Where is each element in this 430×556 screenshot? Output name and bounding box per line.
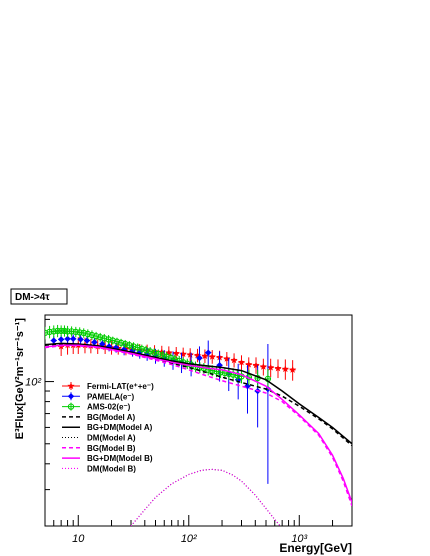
data-point [72, 328, 79, 336]
data-point [205, 366, 212, 373]
data-point [46, 328, 53, 336]
legend-label: PAMELA(e⁻) [87, 392, 135, 401]
data-point [281, 365, 289, 373]
series-line [45, 342, 352, 445]
series-DM(Model B) [130, 468, 281, 526]
data-point [117, 339, 125, 346]
data-point [64, 335, 71, 343]
series-AMS-02(e⁻) [45, 324, 272, 391]
legend-item: AMS-02(e⁻) [62, 402, 131, 412]
data-point [109, 337, 116, 344]
data-point [267, 363, 275, 371]
legend-label: DM(Model B) [87, 464, 136, 473]
data-point [91, 339, 98, 346]
data-point [67, 403, 75, 410]
data-point [205, 349, 212, 356]
data-point [138, 345, 145, 353]
axis-tick-labels: 10 10² 10³ 10² [25, 377, 307, 545]
data-point [179, 350, 187, 358]
data-point [172, 349, 180, 357]
data-point [223, 354, 231, 362]
data-point [230, 356, 238, 364]
legend: Fermi-LAT(e⁺+e⁻)PAMELA(e⁻)AMS-02(e⁻)BG(M… [62, 382, 154, 473]
axis-ticks [44, 318, 353, 527]
legend-label: DM(Model A) [87, 434, 136, 443]
data-point [67, 382, 75, 390]
data-point [113, 338, 121, 345]
data-point [158, 348, 166, 356]
y-tick-label: 10² [25, 377, 41, 389]
legend-item: BG+DM(Model B) [62, 454, 153, 463]
chart-title: DM->4τ [15, 292, 50, 303]
data-point [208, 352, 216, 360]
x-axis-label: Energy[GeV] [279, 541, 352, 555]
legend-item: BG(Model B) [62, 444, 136, 453]
data-point [134, 344, 141, 351]
legend-label: BG+DM(Model A) [87, 423, 153, 432]
data-point [259, 362, 267, 370]
chart-title-box: DM->4τ [10, 288, 68, 305]
data-point [196, 354, 203, 362]
x-tick-label: 10 [72, 533, 85, 545]
data-point [245, 360, 253, 368]
legend-item: PAMELA(e⁻) [62, 392, 135, 401]
data-point [159, 352, 166, 359]
legend-label: BG(Model A) [87, 413, 135, 422]
series-line [45, 344, 352, 503]
x-tick-label: 10² [181, 533, 197, 545]
legend-item: DM(Model A) [62, 434, 136, 443]
legend-label: BG(Model B) [87, 444, 136, 453]
data-point [76, 329, 83, 336]
series-BG+DM(Model B) [45, 344, 352, 503]
series-layer [45, 324, 352, 526]
data-point [97, 334, 104, 341]
data-point [50, 337, 57, 344]
data-point [105, 336, 112, 343]
data-point [193, 351, 202, 359]
data-point [68, 328, 75, 335]
series-line [130, 468, 281, 526]
data-point [151, 349, 158, 356]
data-point [57, 336, 65, 343]
data-point [70, 335, 77, 343]
data-point [122, 340, 129, 348]
legend-item: BG(Model A) [62, 413, 135, 422]
data-point [274, 364, 282, 372]
legend-item: BG+DM(Model A) [62, 423, 153, 432]
data-point [186, 350, 194, 358]
data-point [252, 361, 260, 369]
data-point [84, 330, 91, 338]
legend-label: Fermi-LAT(e⁺+e⁻) [87, 382, 154, 391]
data-point [201, 352, 209, 360]
data-point [237, 358, 246, 366]
data-point [88, 331, 96, 339]
legend-item: Fermi-LAT(e⁺+e⁻) [62, 382, 154, 391]
data-point [107, 343, 116, 351]
data-point [146, 348, 154, 355]
data-point [126, 342, 133, 349]
data-point [50, 328, 57, 335]
legend-label: AMS-02(e⁻) [87, 403, 131, 412]
data-point [83, 337, 91, 344]
legend-item: DM(Model B) [62, 464, 136, 473]
x-tick-label: 10³ [291, 533, 307, 545]
legend-label: BG+DM(Model B) [87, 454, 153, 463]
data-point [289, 366, 297, 373]
data-point [165, 348, 173, 356]
data-point [67, 393, 75, 400]
data-point [77, 336, 84, 343]
data-point [142, 346, 150, 354]
data-point [92, 332, 100, 340]
y-axis-label: E³Flux[GeV²m⁻¹sr⁻¹s⁻¹] [14, 318, 26, 440]
plot-frame [44, 314, 353, 527]
data-point [80, 329, 87, 337]
data-point [101, 335, 108, 342]
series-BG+DM(Model A) [45, 342, 352, 445]
data-point [130, 343, 137, 350]
